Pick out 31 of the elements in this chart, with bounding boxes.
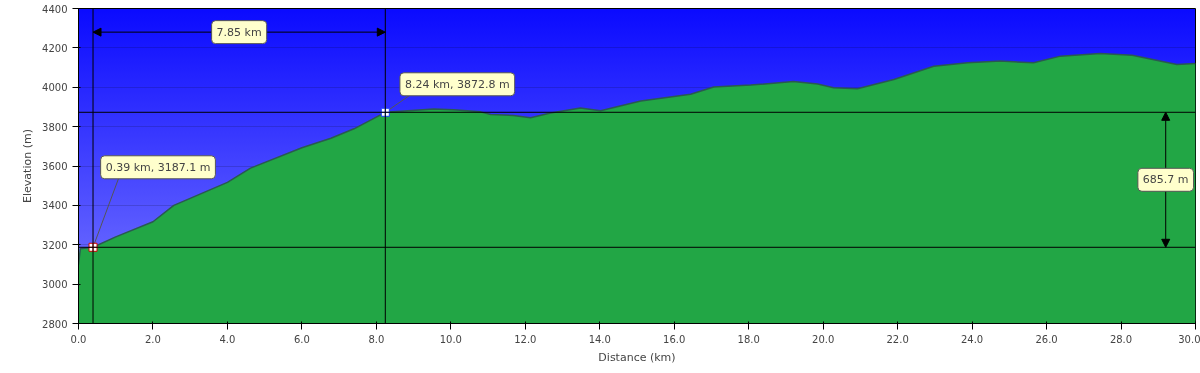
y-tick-label: 4400 (42, 3, 68, 15)
annotation: 7.85 km (216, 25, 262, 39)
x-tick-label: 12.0 (514, 333, 537, 345)
y-tick-label: 3800 (42, 121, 68, 133)
x-tick-label: 4.0 (219, 333, 236, 345)
y-tick-label: 4000 (42, 82, 68, 94)
y-tick-label: 4200 (42, 42, 68, 54)
y-tick-label: 3000 (42, 279, 68, 291)
x-tick-label: 14.0 (588, 333, 611, 345)
y-tick-label: 3400 (42, 200, 68, 212)
x-tick-label: 10.0 (439, 333, 462, 345)
annotation: 685.7 m (1142, 173, 1189, 187)
x-tick-label: 16.0 (663, 333, 686, 345)
x-tick-label: 6.0 (293, 333, 310, 345)
y-tick-label: 3600 (42, 161, 68, 172)
x-tick-label: 18.0 (737, 333, 760, 345)
x-tick-label: 26.0 (1035, 333, 1058, 345)
x-axis-title: Distance (km) (598, 350, 676, 364)
x-tick-label: 20.0 (812, 333, 835, 345)
annotation: 0.39 km, 3187.1 m (105, 160, 211, 174)
y-tick-label: 2800 (42, 318, 68, 330)
y-tick-label: 3200 (42, 239, 68, 251)
x-tick-label: 0.0 (70, 333, 87, 345)
x-tick-label: 22.0 (886, 333, 909, 345)
x-tick-label: 30.0 (1178, 333, 1200, 345)
x-tick-label: 8.0 (368, 333, 385, 345)
x-tick-label: 2.0 (145, 333, 161, 345)
annotation: 8.24 km, 3872.8 m (404, 77, 510, 91)
x-tick-label: 28.0 (1109, 333, 1133, 345)
x-tick-label: 24.0 (960, 333, 984, 345)
y-axis-title: Elevation (m) (21, 129, 35, 203)
